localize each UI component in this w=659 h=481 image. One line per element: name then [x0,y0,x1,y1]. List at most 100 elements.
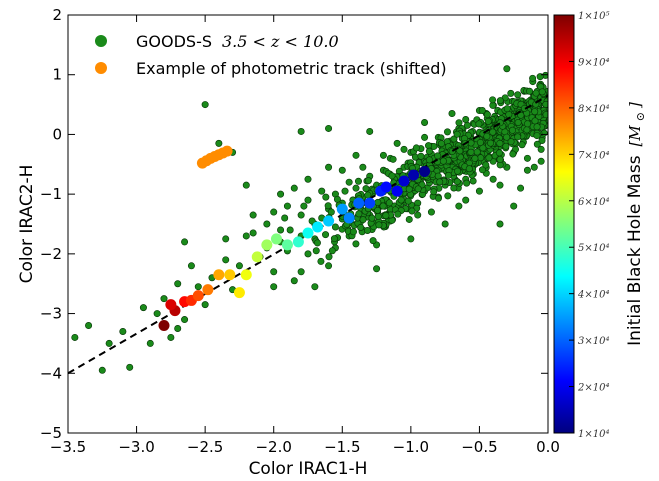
colorbar-gradient [553,14,575,434]
goods-s-point [475,187,483,195]
goods-s-point [364,177,372,185]
goods-s-point [328,247,336,255]
goods-s-point [369,237,377,245]
goods-s-point [394,210,402,218]
goods-s-point [412,144,420,152]
goods-s-point [542,111,548,119]
mass-track-point [233,287,245,299]
goods-s-point [434,194,442,202]
plot-frame [67,14,549,434]
goods-s-point [85,322,93,330]
colorbar-tick-label: 2×10⁴ [577,383,609,394]
goods-s-point [465,165,473,173]
goods-s-point [425,156,433,164]
goods-s-point [542,100,548,108]
goods-s-point [313,239,321,247]
legend-label-goods-s-math: 3.5 < z < 10.0 [222,32,339,51]
y-tick-label: 2 [52,6,62,24]
mass-track-point [270,233,282,245]
goods-s-point [389,155,397,163]
mass-track-point [391,185,403,197]
goods-s-point [476,138,484,146]
goods-s-point [330,235,338,243]
goods-s-point [509,126,517,134]
goods-s-point [514,118,522,126]
goods-s-point [496,97,504,105]
goods-s-point [297,127,305,135]
goods-s-point [382,212,390,220]
goods-s-point [119,327,127,335]
goods-s-point [325,163,333,171]
goods-s-point [444,171,452,179]
goods-s-point [455,202,463,210]
goods-s-point [167,333,175,341]
legend-label-track: Example of photometric track (shifted) [136,59,447,78]
legend-marker-goods-s [95,35,107,47]
goods-s-point [277,190,285,198]
goods-s-point [304,250,312,258]
y-tick-label: 0 [52,125,62,143]
goods-s-point [375,221,383,229]
goods-s-point [496,181,504,189]
goods-s-point [531,108,539,116]
y-tick-label: −2 [40,245,62,263]
goods-s-point [537,145,545,153]
goods-s-point [514,133,522,141]
colorbar-tick-label: 3×10⁴ [578,336,609,347]
goods-s-point [523,126,531,134]
colorbar-ticks: 1×10⁵ 9×10⁴ 8×10⁴ 7×10⁴ 6×10⁴ 5×10⁴ 4×10⁴ 3×10⁴… [569,11,609,440]
goods-s-point [475,120,483,128]
goods-s-point [322,231,330,239]
mass-track-point [312,221,324,233]
goods-s-point [485,154,493,162]
mass-track-point [224,269,236,281]
goods-s-point [421,133,429,141]
goods-s-point [174,280,182,288]
goods-s-point [453,178,461,186]
goods-s-point [448,110,456,118]
goods-s-point [364,191,372,199]
goods-s-point [438,140,446,148]
goods-s-point [505,110,513,118]
goods-s-point [304,196,312,204]
goods-s-point [325,253,333,261]
goods-s-point [469,177,477,185]
goods-s-point [430,188,438,196]
goods-s-point [400,145,408,153]
goods-s-point [308,217,316,225]
goods-s-point [352,184,360,192]
goods-s-point [456,147,464,155]
goods-s-point [507,89,515,97]
goods-s-point [242,181,250,189]
goods-s-point [427,208,435,216]
goods-s-point [249,211,257,219]
goods-s-point [484,117,492,125]
y-tick-label: −4 [40,364,62,382]
goods-s-point [533,140,541,148]
mass-track-point [323,215,335,227]
x-tick-label: −2.5 [187,438,223,456]
colorbar-tick-label: 4×10⁴ [577,290,609,301]
goods-s-point [495,149,503,157]
goods-s-point [414,185,422,193]
x-tick-label: −3.0 [118,438,154,456]
goods-s-point [215,139,223,147]
goods-s-point [538,136,546,144]
mass-track-point [158,320,170,332]
mass-track-point [398,175,410,187]
goods-s-point [181,316,189,324]
goods-s-point [436,178,444,186]
y-axis-title: Color IRAC2-H [17,165,37,284]
goods-s-point [482,161,490,169]
goods-s-point [532,89,540,97]
goods-s-point [317,257,325,265]
mass-track-point [336,203,348,215]
mass-track-point [419,165,431,177]
goods-s-point [462,196,470,204]
x-axis-title: Color IRAC1-H [249,459,368,479]
goods-s-point [477,154,485,162]
goods-s-point [270,268,278,276]
goods-s-point [509,150,517,158]
goods-s-point [374,206,382,214]
colorbar-unit-sub: ⊙ [634,112,647,121]
